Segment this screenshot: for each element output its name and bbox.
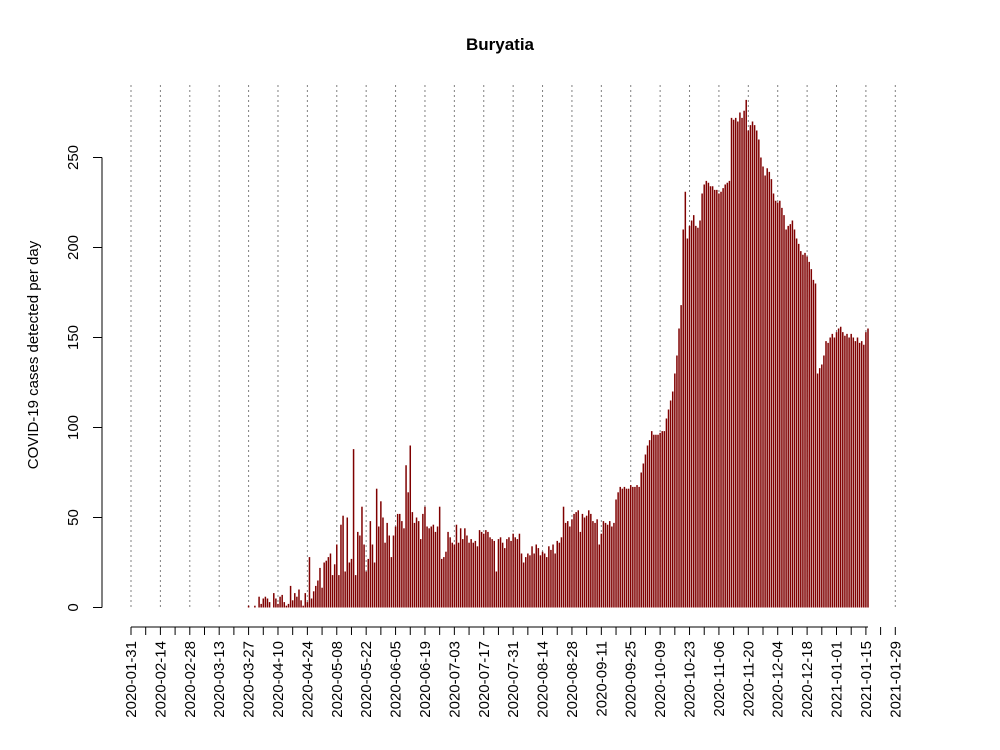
y-tick-label: 200 — [65, 235, 82, 260]
x-tick-label: 2020-10-09 — [652, 641, 669, 718]
x-tick-label: 2020-11-20 — [740, 641, 757, 717]
x-tick-label: 2020-04-24 — [299, 641, 316, 718]
x-tick-label: 2020-03-27 — [241, 641, 258, 718]
x-tick-label: 2020-07-31 — [505, 641, 522, 718]
y-axis: 0 50 100 150 200 250 — [65, 145, 103, 612]
x-tick-label: 2021-01-29 — [887, 641, 904, 718]
x-tick-label: 2020-07-17 — [476, 641, 493, 718]
x-tick-label: 2020-11-06 — [711, 641, 728, 717]
x-tick-label: 2020-10-23 — [682, 641, 699, 718]
bars — [247, 99, 869, 608]
y-tick-label: 0 — [65, 603, 82, 611]
y-tick-label: 50 — [65, 509, 82, 526]
x-tick-label: 2020-09-11 — [593, 641, 610, 717]
x-tick-label: 2020-08-28 — [564, 641, 581, 718]
gridlines — [130, 85, 896, 607]
x-tick-label: 2020-12-18 — [799, 641, 816, 718]
x-tick-label: 2020-05-08 — [329, 641, 346, 718]
chart-title: Buryatia — [466, 35, 535, 54]
x-tick-label: 2021-01-15 — [858, 641, 875, 718]
x-tick-label: 2020-02-14 — [152, 641, 169, 718]
x-tick-label: 2020-12-04 — [770, 641, 787, 718]
x-tick-label: 2020-07-03 — [446, 641, 463, 718]
y-tick-label: 100 — [65, 415, 82, 440]
x-tick-label: 2020-04-10 — [270, 641, 287, 718]
x-tick-label: 2020-06-05 — [388, 641, 405, 718]
x-tick-label: 2021-01-01 — [829, 641, 846, 718]
x-tick-label: 2020-05-22 — [358, 641, 375, 718]
x-tick-label: 2020-03-13 — [211, 641, 228, 718]
x-tick-label: 2020-02-28 — [182, 641, 199, 718]
x-tick-label: 2020-06-19 — [417, 641, 434, 718]
y-tick-label: 250 — [65, 145, 82, 170]
x-tick-label: 2020-09-25 — [623, 641, 640, 718]
y-axis-label: COVID-19 cases detected per day — [25, 240, 42, 469]
y-tick-label: 150 — [65, 325, 82, 350]
x-tick-label: 2020-08-14 — [535, 641, 552, 718]
x-tick-label: 2020-01-31 — [123, 641, 140, 718]
x-axis: 2020-01-31 2020-02-14 2020-02-28 2020-03-13… — [123, 626, 904, 718]
